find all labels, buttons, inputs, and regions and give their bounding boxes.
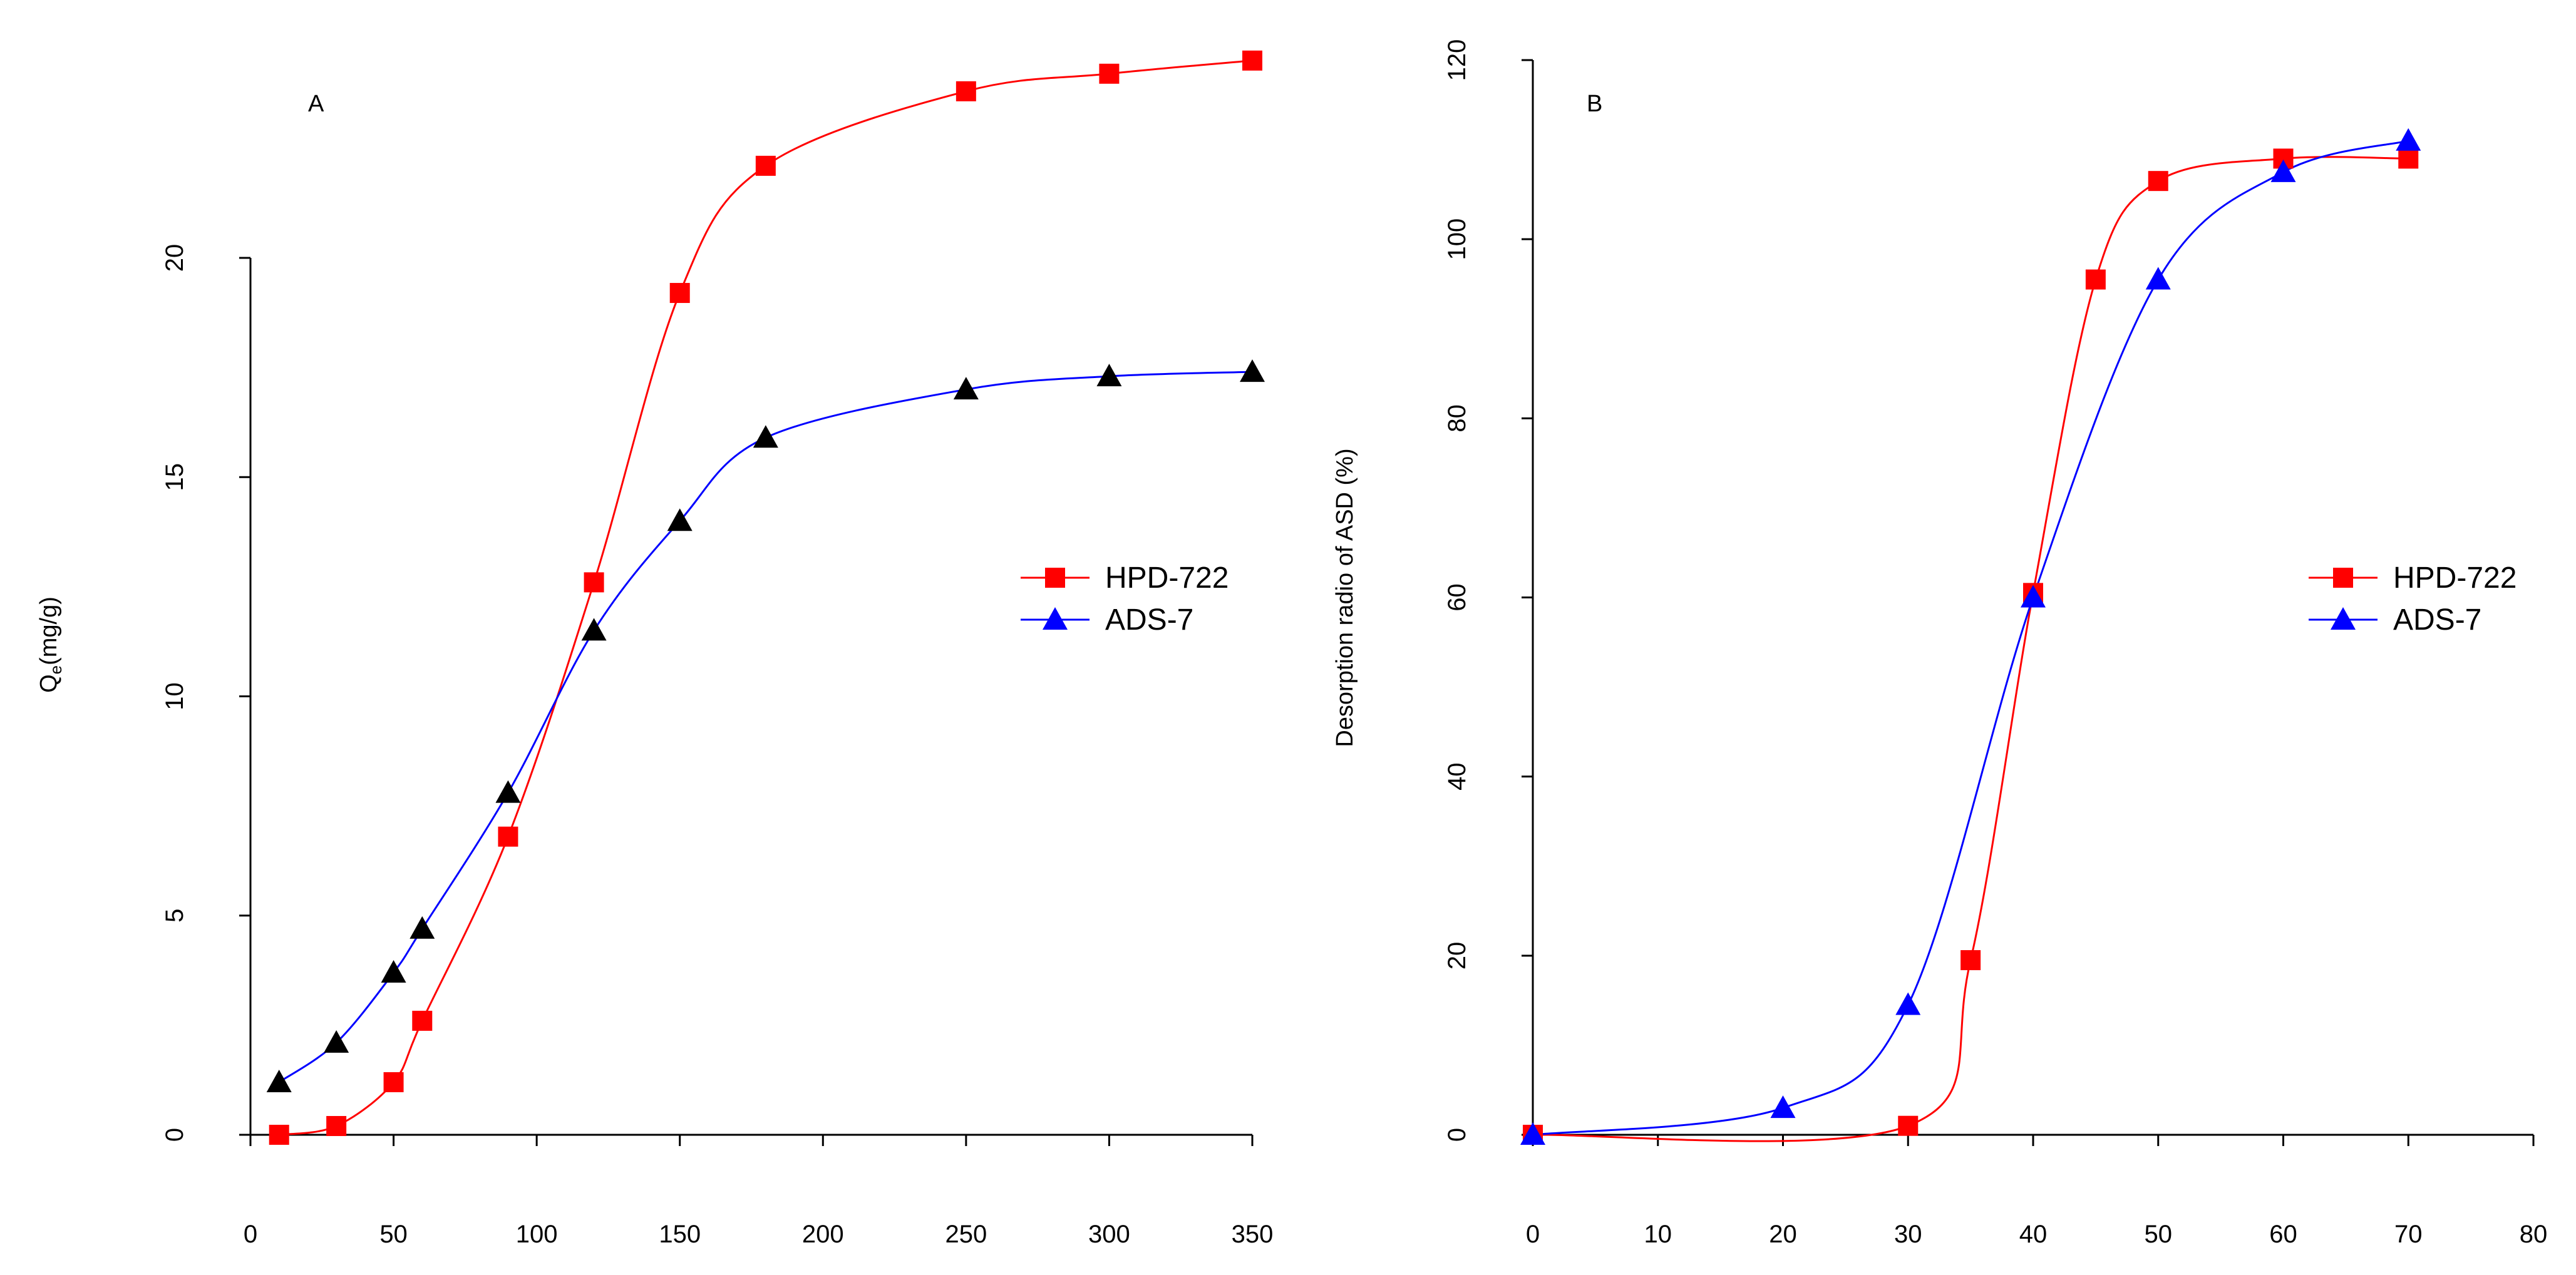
x-tick-label: 100	[516, 1221, 558, 1248]
x-tick-label: 0	[244, 1221, 257, 1248]
y-tick-label: 0	[1443, 1128, 1471, 1142]
data-point-ADS-7	[1096, 364, 1122, 387]
data-point-ADS-7	[2145, 267, 2171, 290]
x-tick-label: 300	[1088, 1221, 1130, 1248]
data-point-HPD-722	[669, 283, 690, 304]
panel-label-a: A	[308, 91, 324, 117]
data-point-ADS-7	[1520, 1122, 1545, 1145]
data-point-HPD-722	[326, 1115, 347, 1136]
x-tick-label: 200	[802, 1221, 844, 1248]
x-tick-label: 10	[1644, 1221, 1672, 1248]
data-point-HPD-722	[2398, 148, 2419, 169]
legend-label: ADS-7	[1105, 603, 1193, 637]
x-tick-label: 50	[379, 1221, 408, 1248]
y-axis-title-main: Desorption radio of ASD (%)	[1332, 448, 1358, 747]
data-point-ADS-7	[753, 425, 778, 448]
series-line-ADS-7	[1532, 140, 2409, 1136]
data-point-ADS-7	[410, 916, 435, 939]
legend-marker	[1045, 568, 1065, 588]
legend-marker	[2333, 568, 2353, 588]
data-point-HPD-722	[1242, 50, 1262, 71]
x-tick-label: 350	[1232, 1221, 1274, 1248]
data-point-ADS-7	[2270, 159, 2296, 182]
data-point-ADS-7	[953, 377, 979, 400]
x-tick-label: 20	[1769, 1221, 1797, 1248]
data-point-ADS-7	[581, 618, 607, 641]
y-tick-label: 120	[1443, 39, 1471, 81]
series-line-ADS-7	[278, 371, 1253, 1083]
x-tick-label: 40	[2019, 1221, 2048, 1248]
y-axis-title-main: Q	[36, 674, 62, 693]
x-tick-label: 150	[659, 1221, 701, 1248]
y-axis-title: Qe(mg/g)	[36, 597, 65, 693]
series-line-HPD-722	[1532, 156, 2409, 1142]
data-point-HPD-722	[1099, 63, 1120, 84]
data-point-ADS-7	[381, 960, 406, 983]
data-point-HPD-722	[755, 155, 776, 176]
y-axis-title-units: (mg/g)	[36, 597, 62, 665]
data-point-ADS-7	[266, 1069, 292, 1092]
y-tick-label: 5	[161, 909, 188, 923]
data-point-HPD-722	[269, 1125, 289, 1145]
data-point-ADS-7	[1240, 359, 1265, 382]
data-point-HPD-722	[412, 1010, 433, 1031]
y-tick-label: 0	[161, 1128, 188, 1142]
y-tick-label: 100	[1443, 218, 1471, 260]
x-tick-label: 70	[2394, 1221, 2423, 1248]
data-point-HPD-722	[383, 1072, 404, 1092]
y-tick-label: 40	[1443, 762, 1471, 791]
data-point-HPD-722	[1898, 1115, 1919, 1136]
legend-label: HPD-722	[1105, 561, 1229, 595]
data-point-ADS-7	[1895, 992, 1921, 1015]
y-tick-label: 80	[1443, 404, 1471, 433]
data-point-ADS-7	[324, 1030, 349, 1053]
y-tick-label: 20	[1443, 942, 1471, 970]
data-point-HPD-722	[584, 572, 604, 593]
x-tick-label: 0	[1526, 1221, 1540, 1248]
data-point-HPD-722	[1960, 950, 1981, 970]
legend-label: HPD-722	[2393, 561, 2517, 595]
data-point-ADS-7	[1770, 1095, 1796, 1119]
data-point-HPD-722	[498, 826, 518, 847]
data-point-ADS-7	[667, 508, 693, 531]
data-point-ADS-7	[2021, 585, 2046, 608]
data-point-HPD-722	[2148, 171, 2168, 192]
legend-marker	[2331, 607, 2356, 630]
legend-label: ADS-7	[2393, 603, 2481, 637]
data-point-ADS-7	[2396, 128, 2421, 151]
chart-panel-a: A 0 50 100 150 200 250 300 350 0 5 10 15 20 Qe(mg/g) H…	[36, 50, 1274, 1248]
data-point-HPD-722	[2085, 269, 2106, 290]
x-tick-label: 50	[2145, 1221, 2173, 1248]
y-tick-label: 15	[161, 463, 188, 491]
x-tick-label: 80	[2520, 1221, 2548, 1248]
y-tick-label: 60	[1443, 583, 1471, 612]
y-axis-title: Desorption radio of ASD (%)	[1332, 448, 1358, 747]
data-point-HPD-722	[956, 81, 976, 101]
x-tick-label: 30	[1894, 1221, 1922, 1248]
data-point-ADS-7	[495, 780, 521, 803]
series-line-HPD-722	[279, 59, 1253, 1136]
legend-marker	[1043, 607, 1068, 630]
y-axis-title-subscript: e	[46, 665, 65, 674]
y-tick-label: 10	[161, 682, 188, 710]
x-tick-label: 250	[945, 1221, 987, 1248]
panel-label-b: B	[1587, 91, 1602, 117]
x-tick-label: 60	[2269, 1221, 2297, 1248]
y-tick-label: 20	[161, 244, 188, 272]
chart-panel-b: B 0 10 20 30 40 50 60 70 80 0 20 40 60 80 100 120 Desorp…	[1332, 39, 2547, 1248]
